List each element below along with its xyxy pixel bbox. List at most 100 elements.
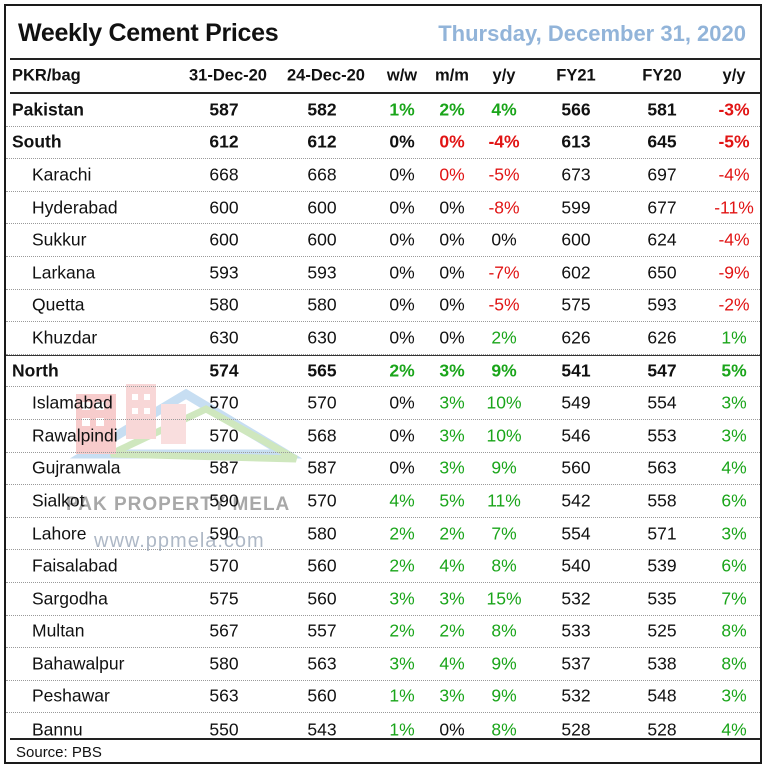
col-header-yy: y/y bbox=[492, 66, 516, 85]
current-price-cell: 587 bbox=[209, 99, 239, 120]
previous-price-cell: 593 bbox=[307, 262, 337, 283]
ww-change-cell: 1% bbox=[389, 719, 415, 740]
fy21-avg-cell: 599 bbox=[561, 197, 591, 218]
current-price-cell: 590 bbox=[209, 490, 239, 511]
fy21-avg-cell: 540 bbox=[561, 555, 591, 576]
ww-change-cell: 0% bbox=[389, 425, 415, 446]
row-label: Gujranwala bbox=[32, 457, 121, 478]
current-price-cell: 570 bbox=[209, 555, 239, 576]
mm-change-cell: 0% bbox=[439, 327, 465, 348]
yy-change-cell: -8% bbox=[488, 197, 520, 218]
fy21-avg-cell: 626 bbox=[561, 327, 591, 348]
fy20-avg-cell: 525 bbox=[647, 620, 677, 641]
source-note: Source: PBS bbox=[16, 744, 102, 761]
col-header-fy-yy: y/y bbox=[722, 66, 746, 85]
row-label: Sukkur bbox=[32, 229, 87, 250]
previous-price-cell: 600 bbox=[307, 197, 337, 218]
yy-change-cell: 11% bbox=[487, 490, 521, 511]
fy20-avg-cell: 563 bbox=[647, 457, 677, 478]
table-row: Lahore 590 580 2% 2% 7% 554 571 3% bbox=[6, 518, 760, 551]
mm-change-cell: 4% bbox=[439, 555, 465, 576]
fy21-avg-cell: 575 bbox=[561, 294, 591, 315]
fy21-avg-cell: 532 bbox=[561, 685, 591, 706]
fy-yy-change-cell: 6% bbox=[721, 490, 747, 511]
table-row: Larkana 593 593 0% 0% -7% 602 650 -9% bbox=[6, 257, 760, 290]
ww-change-cell: 0% bbox=[389, 262, 415, 283]
current-price-cell: 574 bbox=[209, 360, 239, 381]
table-row: Hyderabad 600 600 0% 0% -8% 599 677 -11% bbox=[6, 192, 760, 225]
table-row-region: South 612 612 0% 0% -4% 613 645 -5% bbox=[6, 127, 760, 160]
fy21-avg-cell: 566 bbox=[561, 99, 591, 120]
yy-change-cell: 8% bbox=[491, 620, 517, 641]
fy-yy-change-cell: 5% bbox=[721, 360, 747, 381]
row-label: Sialkot bbox=[32, 490, 85, 511]
col-header-mm: m/m bbox=[435, 66, 469, 85]
fy20-avg-cell: 558 bbox=[647, 490, 677, 511]
row-label: Pakistan bbox=[12, 99, 84, 120]
mm-change-cell: 3% bbox=[439, 360, 465, 381]
current-price-cell: 575 bbox=[209, 588, 239, 609]
row-label: Larkana bbox=[32, 262, 96, 283]
mm-change-cell: 0% bbox=[439, 229, 465, 250]
current-price-cell: 550 bbox=[209, 719, 239, 740]
fy20-avg-cell: 593 bbox=[647, 294, 677, 315]
mm-change-cell: 3% bbox=[439, 392, 465, 413]
row-label: Hyderabad bbox=[32, 197, 118, 218]
fy-yy-change-cell: -11% bbox=[714, 197, 754, 218]
row-label: Lahore bbox=[32, 523, 87, 544]
yy-change-cell: 9% bbox=[491, 653, 517, 674]
previous-price-cell: 580 bbox=[307, 523, 337, 544]
mm-change-cell: 2% bbox=[439, 523, 465, 544]
fy-yy-change-cell: -9% bbox=[718, 262, 750, 283]
fy-yy-change-cell: 4% bbox=[721, 719, 747, 740]
table-header: PKR/bag 31-Dec-20 24-Dec-20 w/w m/m y/y … bbox=[6, 60, 760, 92]
mm-change-cell: 5% bbox=[439, 490, 465, 511]
fy20-avg-cell: 650 bbox=[647, 262, 677, 283]
fy21-avg-cell: 533 bbox=[561, 620, 591, 641]
yy-change-cell: 10% bbox=[486, 392, 522, 413]
fy21-avg-cell: 541 bbox=[561, 360, 591, 381]
mm-change-cell: 0% bbox=[439, 131, 465, 152]
current-price-cell: 567 bbox=[209, 620, 239, 641]
yy-change-cell: 2% bbox=[491, 327, 517, 348]
row-label: Khuzdar bbox=[32, 327, 98, 348]
yy-change-cell: 8% bbox=[491, 555, 517, 576]
previous-price-cell: 560 bbox=[307, 685, 337, 706]
fy20-avg-cell: 548 bbox=[647, 685, 677, 706]
current-price-cell: 563 bbox=[209, 685, 239, 706]
yy-change-cell: -5% bbox=[488, 294, 520, 315]
ww-change-cell: 0% bbox=[389, 457, 415, 478]
current-price-cell: 668 bbox=[209, 164, 239, 185]
previous-price-cell: 568 bbox=[307, 425, 337, 446]
ww-change-cell: 2% bbox=[389, 360, 415, 381]
row-label: Bannu bbox=[32, 719, 83, 740]
col-header-fy21: FY21 bbox=[556, 66, 596, 85]
fy21-avg-cell: 560 bbox=[561, 457, 591, 478]
fy20-avg-cell: 624 bbox=[647, 229, 677, 250]
yy-change-cell: -5% bbox=[488, 164, 520, 185]
current-price-cell: 580 bbox=[209, 294, 239, 315]
col-header-ww: w/w bbox=[386, 66, 418, 85]
col-header-previous: 24-Dec-20 bbox=[287, 66, 365, 85]
ww-change-cell: 1% bbox=[389, 685, 415, 706]
fy20-avg-cell: 626 bbox=[647, 327, 677, 348]
fy-yy-change-cell: -2% bbox=[718, 294, 750, 315]
fy20-avg-cell: 645 bbox=[647, 131, 677, 152]
current-price-cell: 590 bbox=[209, 523, 239, 544]
ww-change-cell: 0% bbox=[389, 229, 415, 250]
mm-change-cell: 0% bbox=[439, 262, 465, 283]
yy-change-cell: -7% bbox=[488, 262, 520, 283]
fy21-avg-cell: 673 bbox=[561, 164, 591, 185]
yy-change-cell: -4% bbox=[488, 131, 520, 152]
fy-yy-change-cell: 6% bbox=[721, 555, 747, 576]
previous-price-cell: 630 bbox=[307, 327, 337, 348]
table-row: Rawalpindi 570 568 0% 3% 10% 546 553 3% bbox=[6, 420, 760, 453]
current-price-cell: 600 bbox=[209, 229, 239, 250]
table-row: Sialkot 590 570 4% 5% 11% 542 558 6% bbox=[6, 485, 760, 518]
fy-yy-change-cell: -4% bbox=[718, 229, 750, 250]
current-price-cell: 612 bbox=[209, 131, 239, 152]
fy20-avg-cell: 581 bbox=[647, 99, 677, 120]
table-row: Quetta 580 580 0% 0% -5% 575 593 -2% bbox=[6, 290, 760, 323]
fy-yy-change-cell: 8% bbox=[721, 653, 747, 674]
fy20-avg-cell: 553 bbox=[647, 425, 677, 446]
